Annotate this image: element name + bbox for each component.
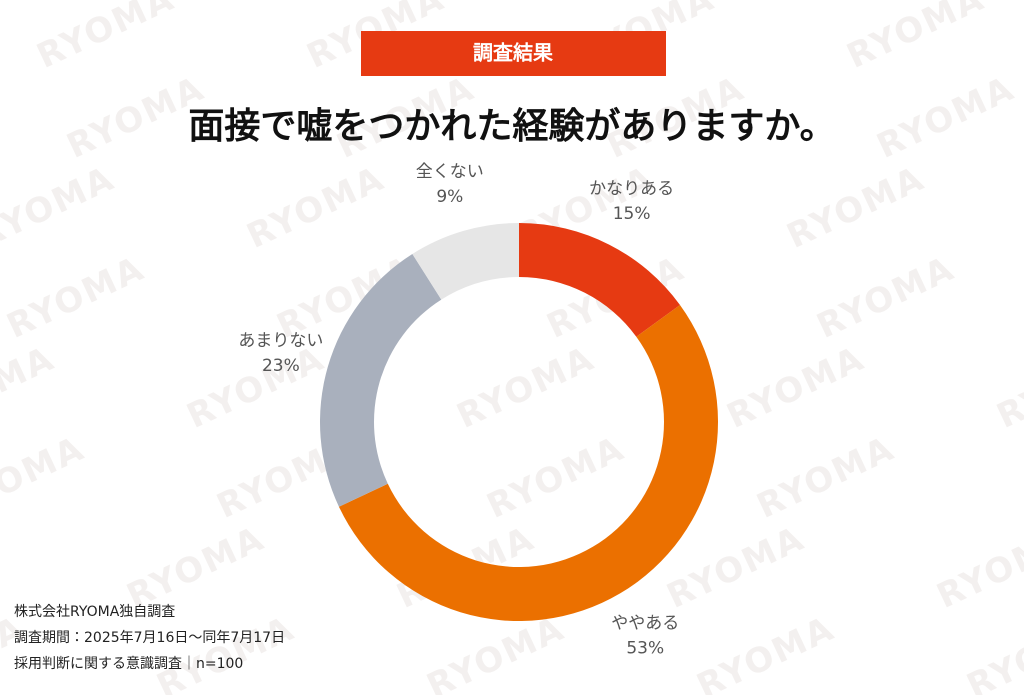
- watermark: RYOMA: [871, 68, 1021, 166]
- donut: かなりある 15% ややある 53% あまりない 23% 全くない 9%: [238, 162, 719, 658]
- watermark: RYOMA: [721, 338, 871, 436]
- value-label: 53%: [626, 638, 664, 658]
- watermark: RYOMA: [0, 518, 1, 616]
- footnote: 株式会社RYOMA独自調査: [14, 604, 175, 620]
- watermark: RYOMA: [31, 0, 181, 77]
- footnote: 調査期間：2025年7月16日〜同年7月17日: [14, 630, 285, 646]
- watermark: RYOMA: [0, 338, 61, 436]
- footnote: 採用判断に関する意識調査｜n=100: [14, 656, 243, 672]
- segment-label: ややある: [611, 613, 679, 633]
- chart-title: 面接で嘘をつかれた経験がありますか。: [188, 106, 835, 147]
- watermark: RYOMA: [0, 608, 31, 695]
- badge: 調査結果: [473, 41, 553, 65]
- watermark: RYOMA: [691, 608, 841, 695]
- segment-label: かなりある: [589, 179, 674, 199]
- value-label: 15%: [613, 204, 651, 224]
- donut-segment: [338, 305, 719, 622]
- segment-label: あまりない: [238, 331, 323, 351]
- watermark: RYOMA: [421, 608, 571, 695]
- watermark: RYOMA: [0, 428, 91, 526]
- watermark: RYOMA: [151, 608, 301, 695]
- watermark: RYOMA: [931, 518, 1024, 616]
- watermark: RYOMA: [991, 338, 1024, 436]
- watermark: RYOMA: [0, 158, 121, 256]
- donut-segment: [320, 253, 442, 507]
- segment-label: 全くない: [416, 162, 484, 182]
- watermark: RYOMA: [751, 428, 901, 526]
- watermark: RYOMA: [181, 338, 331, 436]
- watermark: RYOMA: [1, 248, 151, 346]
- watermark: RYOMA: [241, 158, 391, 256]
- badge-bg: [361, 31, 666, 76]
- watermark: RYOMA: [781, 158, 931, 256]
- value-label: 23%: [262, 356, 300, 376]
- watermark: RYOMA: [961, 608, 1024, 695]
- watermark: RYOMA: [811, 248, 961, 346]
- watermark: RYOMA: [481, 428, 631, 526]
- donut-segment: [412, 223, 519, 300]
- watermark: RYOMA: [841, 0, 991, 77]
- value-label: 9%: [436, 187, 463, 207]
- watermark: RYOMA: [451, 338, 601, 436]
- watermark: RYOMA: [121, 518, 271, 616]
- donut-segment: [519, 223, 680, 337]
